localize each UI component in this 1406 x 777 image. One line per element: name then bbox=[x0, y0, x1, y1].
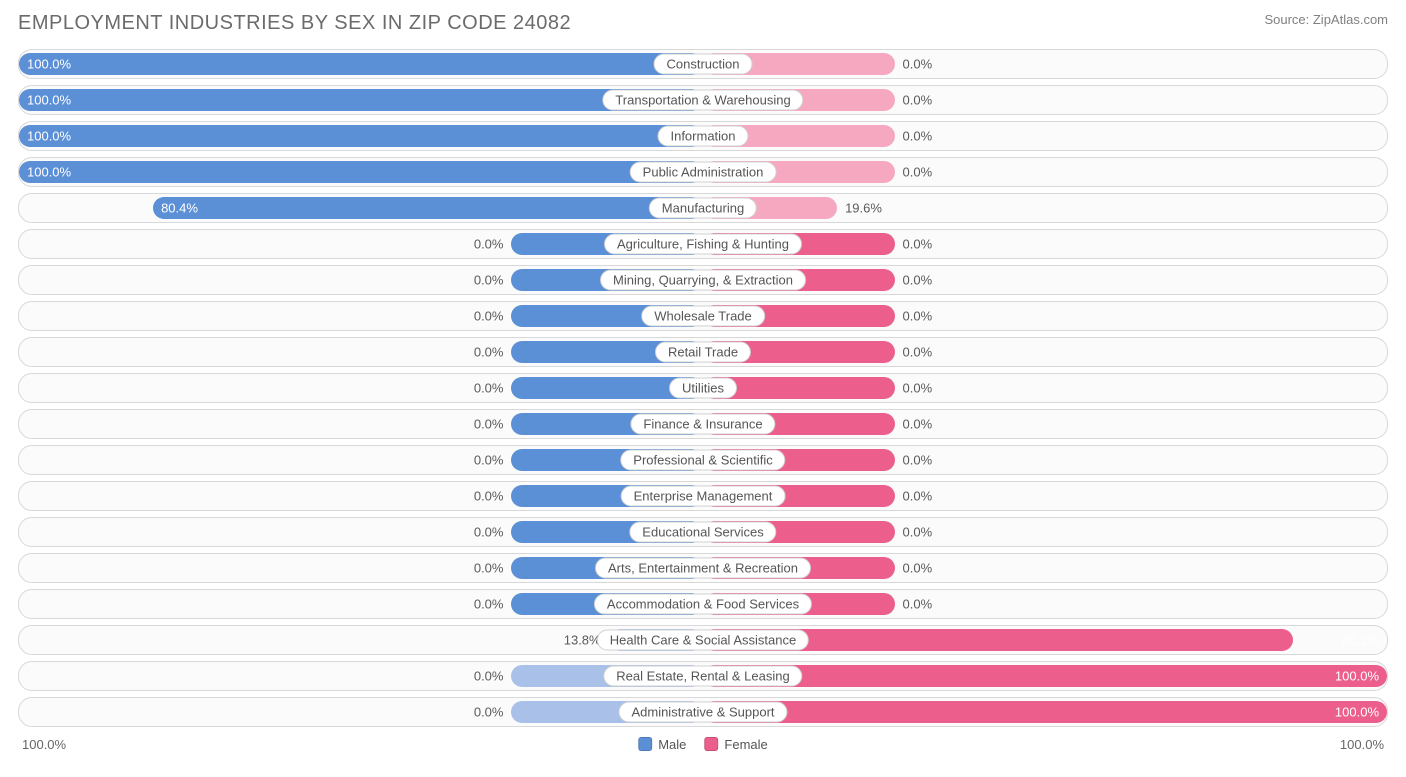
female-value: 0.0% bbox=[903, 129, 933, 144]
legend-swatch-female bbox=[704, 737, 718, 751]
female-value: 19.6% bbox=[845, 201, 882, 216]
legend-swatch-male bbox=[638, 737, 652, 751]
female-value: 0.0% bbox=[903, 165, 933, 180]
male-value: 0.0% bbox=[474, 237, 504, 252]
category-label: Public Administration bbox=[630, 162, 777, 183]
chart-row: 0.0% 0.0% Finance & Insurance bbox=[18, 409, 1388, 439]
category-label: Manufacturing bbox=[649, 198, 757, 219]
chart-source: Source: ZipAtlas.com bbox=[1264, 12, 1388, 27]
male-value: 80.4% bbox=[161, 201, 198, 216]
male-value: 0.0% bbox=[474, 597, 504, 612]
chart-row: 0.0% 0.0% Enterprise Management bbox=[18, 481, 1388, 511]
diverging-bar-chart: 100.0% 0.0% Construction 100.0% 0.0% Transpor… bbox=[18, 49, 1388, 727]
chart-row: 0.0% 0.0% Utilities bbox=[18, 373, 1388, 403]
axis-label-left: 100.0% bbox=[22, 737, 66, 752]
female-value: 0.0% bbox=[903, 417, 933, 432]
chart-title: EMPLOYMENT INDUSTRIES BY SEX IN ZIP CODE… bbox=[18, 12, 571, 35]
chart-row: 80.4% 19.6% Manufacturing bbox=[18, 193, 1388, 223]
category-label: Arts, Entertainment & Recreation bbox=[595, 558, 811, 579]
category-label: Wholesale Trade bbox=[641, 306, 765, 327]
chart-row: 0.0% 0.0% Educational Services bbox=[18, 517, 1388, 547]
male-value: 100.0% bbox=[27, 129, 71, 144]
chart-row: 0.0% 0.0% Accommodation & Food Services bbox=[18, 589, 1388, 619]
male-bar bbox=[153, 197, 703, 219]
male-value: 100.0% bbox=[27, 165, 71, 180]
male-bar bbox=[19, 89, 703, 111]
female-value: 100.0% bbox=[1335, 669, 1379, 684]
male-value: 0.0% bbox=[474, 525, 504, 540]
male-value: 100.0% bbox=[27, 57, 71, 72]
category-label: Health Care & Social Assistance bbox=[597, 630, 809, 651]
category-label: Finance & Insurance bbox=[630, 414, 775, 435]
female-value: 0.0% bbox=[903, 93, 933, 108]
chart-row: 13.8% 86.2% Health Care & Social Assistanc… bbox=[18, 625, 1388, 655]
category-label: Construction bbox=[654, 54, 753, 75]
male-value: 13.8% bbox=[564, 633, 601, 648]
category-label: Real Estate, Rental & Leasing bbox=[603, 666, 802, 687]
male-value: 100.0% bbox=[27, 93, 71, 108]
female-value: 0.0% bbox=[903, 345, 933, 360]
chart-row: 100.0% 0.0% Transportation & Warehousing bbox=[18, 85, 1388, 115]
male-value: 0.0% bbox=[474, 561, 504, 576]
axis-label-right: 100.0% bbox=[1340, 737, 1384, 752]
category-label: Retail Trade bbox=[655, 342, 751, 363]
category-label: Accommodation & Food Services bbox=[594, 594, 812, 615]
female-value: 0.0% bbox=[903, 381, 933, 396]
female-value: 0.0% bbox=[903, 489, 933, 504]
female-value: 100.0% bbox=[1335, 705, 1379, 720]
chart-header: EMPLOYMENT INDUSTRIES BY SEX IN ZIP CODE… bbox=[18, 12, 1388, 35]
chart-row: 0.0% 0.0% Retail Trade bbox=[18, 337, 1388, 367]
category-label: Agriculture, Fishing & Hunting bbox=[604, 234, 802, 255]
legend-label-female: Female bbox=[724, 737, 767, 752]
male-value: 0.0% bbox=[474, 489, 504, 504]
female-value: 0.0% bbox=[903, 561, 933, 576]
female-value: 0.0% bbox=[903, 237, 933, 252]
female-value: 0.0% bbox=[903, 273, 933, 288]
category-label: Transportation & Warehousing bbox=[602, 90, 803, 111]
male-value: 0.0% bbox=[474, 345, 504, 360]
male-value: 0.0% bbox=[474, 381, 504, 396]
chart-row: 0.0% 0.0% Agriculture, Fishing & Hunting bbox=[18, 229, 1388, 259]
female-bar bbox=[703, 701, 1387, 723]
male-bar bbox=[19, 53, 703, 75]
female-value: 0.0% bbox=[903, 525, 933, 540]
chart-row: 100.0% 0.0% Information bbox=[18, 121, 1388, 151]
male-value: 0.0% bbox=[474, 309, 504, 324]
female-value: 0.0% bbox=[903, 597, 933, 612]
male-bar bbox=[19, 125, 703, 147]
legend-label-male: Male bbox=[658, 737, 686, 752]
female-value: 0.0% bbox=[903, 453, 933, 468]
male-value: 0.0% bbox=[474, 669, 504, 684]
legend-item-male: Male bbox=[638, 737, 686, 752]
female-value: 86.2% bbox=[1342, 633, 1379, 648]
chart-legend: Male Female bbox=[638, 737, 768, 752]
category-label: Enterprise Management bbox=[621, 486, 786, 507]
chart-footer: 100.0% Male Female 100.0% bbox=[18, 733, 1388, 755]
male-value: 0.0% bbox=[474, 453, 504, 468]
legend-item-female: Female bbox=[704, 737, 767, 752]
chart-row: 0.0% 0.0% Arts, Entertainment & Recreation bbox=[18, 553, 1388, 583]
category-label: Information bbox=[657, 126, 748, 147]
chart-row: 0.0% 100.0% Real Estate, Rental & Leasing bbox=[18, 661, 1388, 691]
chart-row: 0.0% 0.0% Wholesale Trade bbox=[18, 301, 1388, 331]
chart-row: 100.0% 0.0% Public Administration bbox=[18, 157, 1388, 187]
male-value: 0.0% bbox=[474, 273, 504, 288]
chart-row: 0.0% 100.0% Administrative & Support bbox=[18, 697, 1388, 727]
category-label: Educational Services bbox=[629, 522, 776, 543]
female-value: 0.0% bbox=[903, 57, 933, 72]
female-bar bbox=[703, 665, 1387, 687]
female-value: 0.0% bbox=[903, 309, 933, 324]
male-bar bbox=[19, 161, 703, 183]
male-value: 0.0% bbox=[474, 417, 504, 432]
chart-row: 100.0% 0.0% Construction bbox=[18, 49, 1388, 79]
chart-row: 0.0% 0.0% Mining, Quarrying, & Extraction bbox=[18, 265, 1388, 295]
category-label: Utilities bbox=[669, 378, 737, 399]
category-label: Professional & Scientific bbox=[620, 450, 785, 471]
male-value: 0.0% bbox=[474, 705, 504, 720]
chart-row: 0.0% 0.0% Professional & Scientific bbox=[18, 445, 1388, 475]
category-label: Mining, Quarrying, & Extraction bbox=[600, 270, 806, 291]
category-label: Administrative & Support bbox=[618, 702, 787, 723]
